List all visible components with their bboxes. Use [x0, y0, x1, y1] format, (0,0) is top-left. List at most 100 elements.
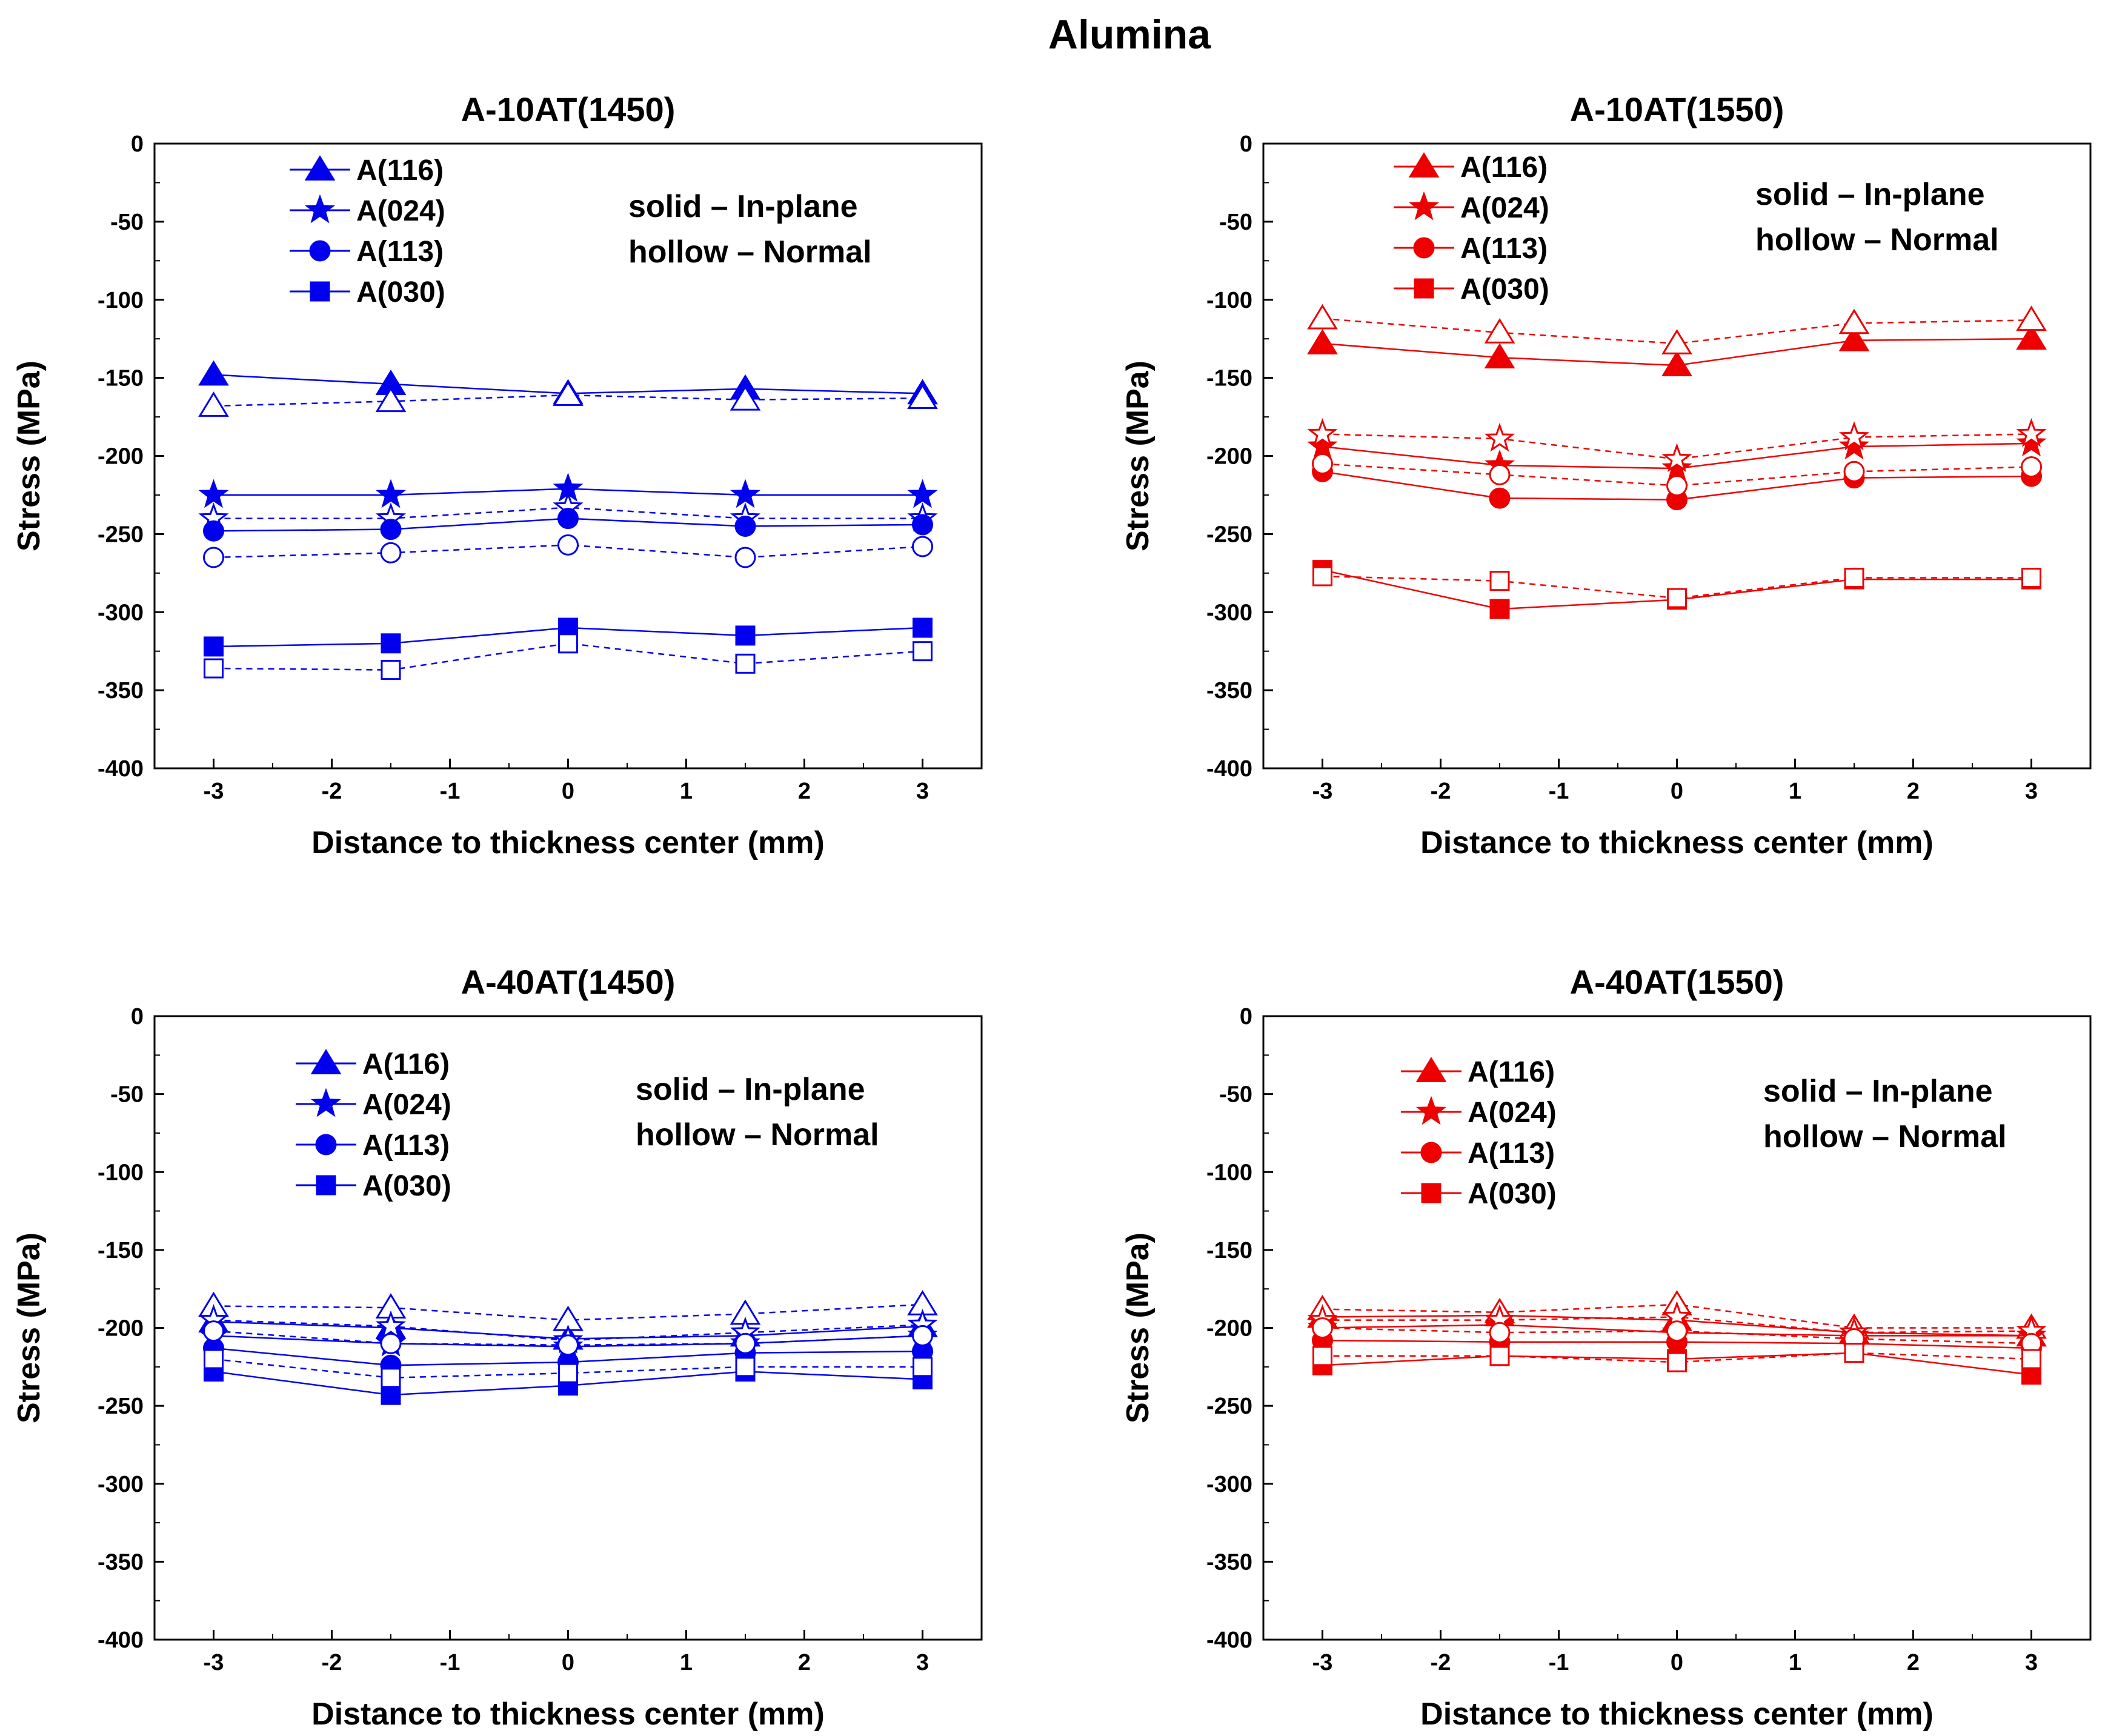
data-point — [381, 1368, 401, 1388]
y-tick-label: -150 — [98, 1238, 144, 1263]
data-point — [1838, 308, 1870, 334]
y-tick-label: -400 — [98, 1628, 144, 1653]
legend: A(116) A(024) A(113) A(030) — [296, 1048, 451, 1202]
data-point — [558, 633, 578, 654]
data-point — [735, 653, 756, 674]
y-tick-label: -200 — [98, 1316, 144, 1342]
legend-label: A(113) — [1460, 233, 1548, 265]
x-tick-label: 3 — [916, 1650, 929, 1675]
data-point — [203, 1320, 224, 1342]
data-point — [553, 381, 584, 406]
y-tick-label: 0 — [1240, 1004, 1252, 1029]
y-tick-label: -400 — [98, 756, 144, 782]
data-point — [912, 514, 933, 536]
legend-label: A(024) — [362, 1089, 451, 1121]
y-tick-label: -250 — [98, 1394, 144, 1419]
x-tick-label: 2 — [1907, 779, 1920, 804]
y-tick-label: -300 — [1206, 600, 1252, 625]
series-a030-solid — [204, 617, 933, 657]
data-point — [1844, 1343, 1864, 1363]
panel-title: A-40AT(1550) — [1570, 963, 1784, 1001]
data-point — [1667, 588, 1687, 608]
data-point — [1838, 430, 1870, 460]
legend-label: A(024) — [1468, 1097, 1557, 1129]
series-a113-hollow — [1312, 453, 2042, 496]
legend-marker-triangle — [310, 1049, 342, 1074]
data-point — [1661, 452, 1692, 482]
x-tick-label: -3 — [204, 1650, 224, 1675]
legend-label: A(113) — [1468, 1137, 1555, 1169]
series-a024-hollow — [1307, 417, 2047, 473]
figure-title: Alumina — [1048, 12, 1211, 58]
legend-label: A(030) — [1468, 1178, 1557, 1210]
y-axis-label: Stress (MPa) — [12, 1232, 47, 1423]
y-tick-label: -400 — [1206, 756, 1252, 782]
legend-marker-triangle — [1408, 152, 1440, 178]
x-tick-label: 3 — [2025, 1650, 2038, 1675]
y-tick-label: 0 — [131, 131, 144, 157]
chart-panel-4: 0 -50 -100 -150 -200 -250 -300 -350 -400 -3 -2 -1 0 1… — [1120, 963, 2092, 1732]
data-point — [1312, 453, 1333, 474]
legend-marker-star — [310, 1088, 342, 1117]
data-point — [375, 387, 407, 413]
legend-marker-circle — [1420, 1142, 1442, 1163]
series-a116-hollow — [198, 1290, 938, 1331]
x-tick-label: -2 — [322, 1650, 342, 1675]
x-tick-label: 0 — [562, 779, 574, 804]
x-tick-label: -1 — [1549, 779, 1569, 804]
legend: A(116) A(024) A(113) A(030) — [1394, 151, 1549, 305]
y-tick-label: -50 — [110, 210, 144, 235]
y-tick-label: -300 — [98, 1472, 144, 1497]
x-axis-label: Distance to thickness center (mm) — [311, 1697, 825, 1732]
data-point — [913, 641, 933, 662]
y-tick-label: -350 — [98, 678, 144, 703]
data-point — [1489, 571, 1510, 591]
data-point — [734, 547, 756, 568]
x-tick-label: 1 — [680, 779, 693, 804]
data-point — [557, 508, 579, 530]
x-tick-label: 1 — [1789, 779, 1801, 804]
data-point — [2021, 456, 2042, 478]
data-point — [913, 1357, 933, 1377]
data-point — [557, 534, 579, 556]
legend-label: A(113) — [356, 236, 444, 268]
series-a030-hollow — [1312, 566, 2041, 608]
data-point — [1666, 1320, 1688, 1342]
data-point — [913, 617, 933, 638]
data-point — [557, 1334, 579, 1356]
data-point — [2016, 305, 2047, 331]
y-tick-label: -200 — [1206, 1316, 1252, 1342]
y-tick-label: -100 — [1206, 288, 1252, 313]
data-point — [198, 391, 229, 417]
series-a024-solid — [1307, 427, 2047, 482]
legend-marker-circle — [1413, 237, 1435, 259]
x-tick-label: -3 — [1312, 1650, 1333, 1675]
data-point — [1838, 421, 1870, 450]
data-point — [380, 1332, 402, 1354]
data-point — [2016, 324, 2047, 350]
y-tick-label: -250 — [1206, 522, 1252, 547]
note-solid: solid – In-plane — [1763, 1074, 1993, 1109]
data-point — [734, 1332, 756, 1354]
legend-marker-square — [316, 1175, 336, 1196]
note-solid: solid – In-plane — [628, 189, 858, 224]
series-line — [213, 1358, 923, 1379]
data-point — [203, 547, 224, 568]
data-point — [1484, 422, 1515, 452]
legend-marker-triangle — [1415, 1057, 1447, 1082]
legend-marker-triangle — [304, 155, 336, 181]
data-point — [381, 1385, 401, 1405]
y-tick-label: -100 — [1206, 1160, 1252, 1185]
series-a113-solid — [203, 508, 933, 542]
legend-marker-square — [310, 281, 330, 302]
note-hollow: hollow – Normal — [1755, 222, 1999, 258]
legend-label: A(030) — [1460, 273, 1549, 305]
data-point — [1489, 599, 1510, 619]
legend-marker-circle — [315, 1134, 337, 1156]
panel-title: A-10AT(1550) — [1570, 90, 1784, 128]
legend-label: A(116) — [1468, 1056, 1555, 1088]
x-tick-label: -3 — [1312, 779, 1333, 804]
x-tick-label: -1 — [1549, 1650, 1569, 1675]
data-point — [912, 1325, 933, 1346]
